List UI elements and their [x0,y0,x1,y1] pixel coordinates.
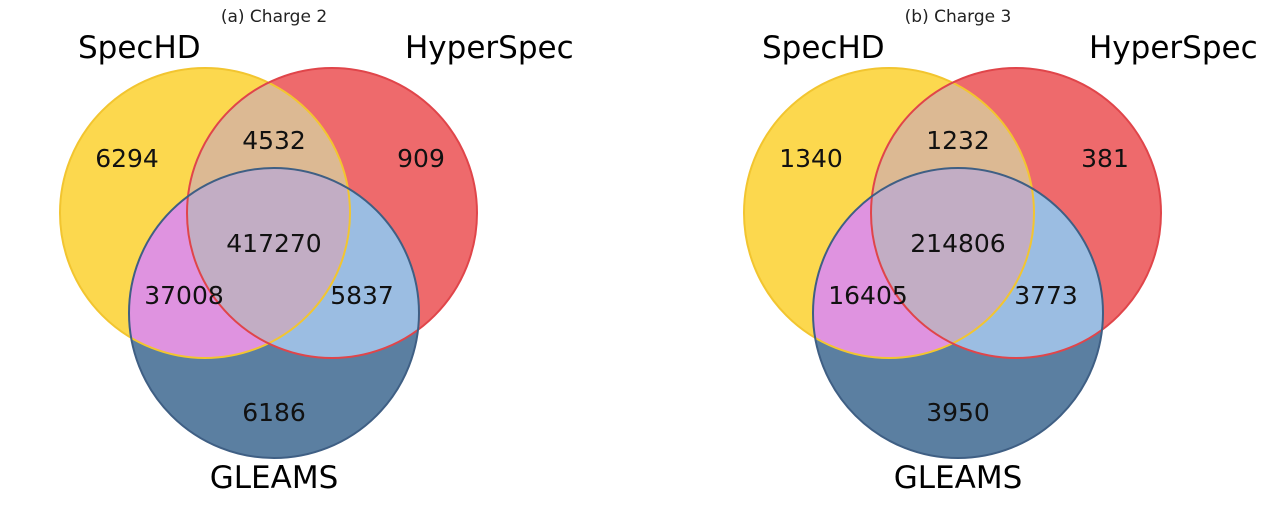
count-hyperspec-only: 909 [397,144,445,173]
count-gleams-only: 3950 [926,398,990,427]
circle-outline-gleams [812,167,1104,459]
set-label-gleams: GLEAMS [894,460,1023,496]
circle-outline-hyperspec [186,67,478,359]
count-spechd-hyperspec: 4532 [242,126,306,155]
set-label-gleams: GLEAMS [210,460,339,496]
count-all-three: 214806 [910,229,1005,258]
circle-outline-spechd [59,67,351,359]
overlap-all-three [871,168,1034,344]
venn-panel-2: (b) Charge 3 SpecHD HyperSpec GLEAMS 1340 381… [743,7,1258,496]
set-label-spechd: SpecHD [762,30,885,66]
panel-title: (b) Charge 3 [905,7,1012,27]
set-label-hyperspec: HyperSpec [405,30,574,66]
panel-title: (a) Charge 2 [221,7,327,27]
count-spechd-gleams: 16405 [828,281,908,310]
count-hyperspec-gleams: 3773 [1014,281,1078,310]
count-spechd-only: 1340 [779,144,843,173]
set-label-spechd: SpecHD [78,30,201,66]
circle-outline-spechd [743,67,1035,359]
venn-panel-1: (a) Charge 2 SpecHD HyperSpec GLEAMS 6294 909… [59,7,574,496]
overlap-all-three [187,168,350,344]
count-spechd-gleams: 37008 [144,281,224,310]
count-all-three: 417270 [226,229,321,258]
count-gleams-only: 6186 [242,398,306,427]
count-spechd-only: 6294 [95,144,159,173]
count-hyperspec-gleams: 5837 [330,281,394,310]
count-spechd-hyperspec: 1232 [926,126,990,155]
circle-outline-gleams [128,167,420,459]
circle-outline-hyperspec [870,67,1162,359]
count-hyperspec-only: 381 [1081,144,1129,173]
set-label-hyperspec: HyperSpec [1089,30,1258,66]
